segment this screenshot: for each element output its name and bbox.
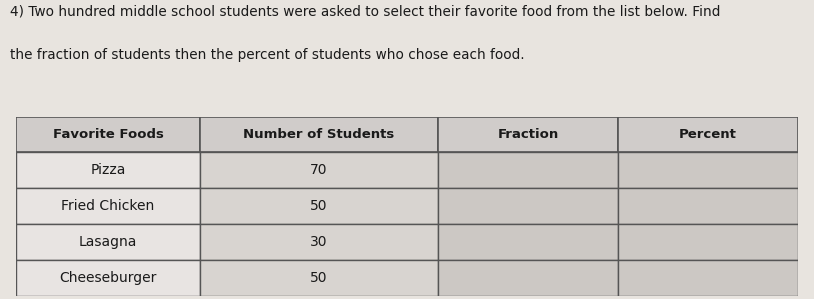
Bar	[16, 117, 200, 152]
Text: Fried Chicken: Fried Chicken	[62, 199, 155, 213]
Text: 4) Two hundred middle school students were asked to select their favorite food f: 4) Two hundred middle school students we…	[10, 4, 720, 19]
Bar	[438, 152, 618, 188]
Bar	[200, 188, 438, 224]
Text: 70: 70	[310, 164, 328, 177]
Bar	[16, 152, 200, 188]
Text: 50: 50	[310, 199, 328, 213]
Text: 30: 30	[310, 235, 328, 249]
Bar	[618, 260, 798, 296]
Bar	[618, 117, 798, 152]
Text: Number of Students: Number of Students	[243, 128, 395, 141]
Bar	[438, 260, 618, 296]
Bar	[16, 260, 200, 296]
Bar	[16, 188, 200, 224]
Text: Lasagna: Lasagna	[79, 235, 138, 249]
Text: the fraction of students then the percent of students who chose each food.: the fraction of students then the percen…	[10, 48, 524, 62]
Bar	[200, 260, 438, 296]
Text: Favorite Foods: Favorite Foods	[53, 128, 164, 141]
Bar	[200, 152, 438, 188]
Text: Pizza: Pizza	[90, 164, 126, 177]
Text: Fraction: Fraction	[497, 128, 558, 141]
Bar	[618, 188, 798, 224]
Text: Cheeseburger: Cheeseburger	[59, 271, 157, 285]
Bar	[200, 224, 438, 260]
Bar	[618, 152, 798, 188]
Bar	[618, 224, 798, 260]
Text: Percent: Percent	[679, 128, 737, 141]
Bar	[438, 188, 618, 224]
Bar	[200, 117, 438, 152]
Text: 50: 50	[310, 271, 328, 285]
Bar	[438, 224, 618, 260]
Bar	[16, 224, 200, 260]
Bar	[438, 117, 618, 152]
